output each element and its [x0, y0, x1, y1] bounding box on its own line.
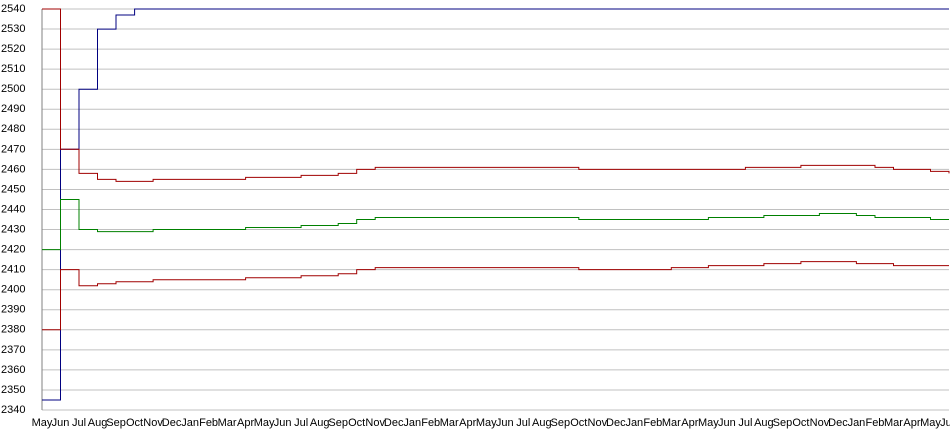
x-tick-label: Nov [365, 417, 385, 429]
x-tick-label: Jul [294, 417, 308, 429]
x-tick-label: Sep [106, 417, 126, 429]
x-tick-label: Apr [681, 417, 698, 429]
x-tick-label: Apr [459, 417, 476, 429]
series-line [42, 199, 949, 251]
x-tick-label: Jan [848, 417, 866, 429]
y-tick-label: 2450 [1, 183, 25, 195]
series-line [42, 8, 950, 182]
x-tick-label: May [476, 417, 497, 429]
x-tick-label: Apr [903, 417, 920, 429]
x-tick-label: Jan [181, 417, 199, 429]
x-tick-label: Aug [754, 417, 774, 429]
x-tick-label: Oct [126, 417, 143, 429]
x-tick-label: Oct [570, 417, 587, 429]
x-tick-label: Feb [643, 417, 662, 429]
y-tick-label: 2410 [1, 264, 25, 276]
y-tick-label: 2430 [1, 223, 25, 235]
x-tick-label: Dec [162, 417, 182, 429]
x-tick-label: Jan [625, 417, 643, 429]
x-tick-label: Dec [606, 417, 626, 429]
series-line [42, 261, 949, 331]
y-tick-label: 2380 [1, 324, 25, 336]
x-tick-label: Feb [421, 417, 440, 429]
y-tick-label: 2470 [1, 143, 25, 155]
x-tick-label: Aug [310, 417, 330, 429]
y-tick-label: 2400 [1, 284, 25, 296]
y-tick-label: 2440 [1, 203, 25, 215]
y-tick-label: 2540 [1, 3, 25, 15]
y-tick-label: 2510 [1, 63, 25, 75]
x-tick-label: May [32, 417, 53, 429]
y-tick-label: 2460 [1, 163, 25, 175]
x-tick-label: Jul [72, 417, 86, 429]
x-tick-label: Mar [884, 417, 903, 429]
x-tick-label: Feb [865, 417, 884, 429]
y-tick-label: 2480 [1, 123, 25, 135]
x-tick-label: Jan [403, 417, 421, 429]
y-tick-label: 2350 [1, 384, 25, 396]
x-tick-label: Mar [440, 417, 459, 429]
x-tick-label: Oct [792, 417, 809, 429]
x-tick-label: Jun [718, 417, 736, 429]
x-tick-label: Jun [52, 417, 70, 429]
x-tick-label: May [698, 417, 719, 429]
x-tick-label: Aug [88, 417, 108, 429]
y-tick-label: 2530 [1, 23, 25, 35]
y-tick-label: 2490 [1, 103, 25, 115]
y-tick-label: 2420 [1, 244, 25, 256]
x-tick-label: Nov [810, 417, 830, 429]
y-tick-label: 2390 [1, 304, 25, 316]
x-tick-label: Nov [143, 417, 163, 429]
x-tick-label: Nov [588, 417, 608, 429]
x-tick-label: Jun [940, 417, 950, 429]
x-tick-label: Mar [662, 417, 681, 429]
y-tick-label: 2340 [1, 404, 25, 416]
x-tick-label: Jul [738, 417, 752, 429]
x-tick-label: Oct [348, 417, 365, 429]
x-tick-label: Dec [828, 417, 848, 429]
series-line [42, 8, 949, 401]
x-tick-label: Jul [516, 417, 530, 429]
x-tick-label: Sep [328, 417, 348, 429]
y-tick-label: 2500 [1, 83, 25, 95]
x-tick-label: Jun [274, 417, 292, 429]
x-tick-label: Mar [218, 417, 237, 429]
x-tick-label: Sep [773, 417, 793, 429]
y-tick-label: 2370 [1, 344, 25, 356]
x-tick-label: Aug [532, 417, 552, 429]
x-tick-label: Feb [199, 417, 218, 429]
x-tick-label: Dec [384, 417, 404, 429]
y-tick-label: 2520 [1, 43, 25, 55]
x-tick-label: Apr [237, 417, 254, 429]
x-tick-label: Jun [496, 417, 514, 429]
x-tick-label: Sep [550, 417, 570, 429]
x-tick-label: May [920, 417, 941, 429]
y-tick-label: 2360 [1, 364, 25, 376]
x-tick-label: May [254, 417, 275, 429]
